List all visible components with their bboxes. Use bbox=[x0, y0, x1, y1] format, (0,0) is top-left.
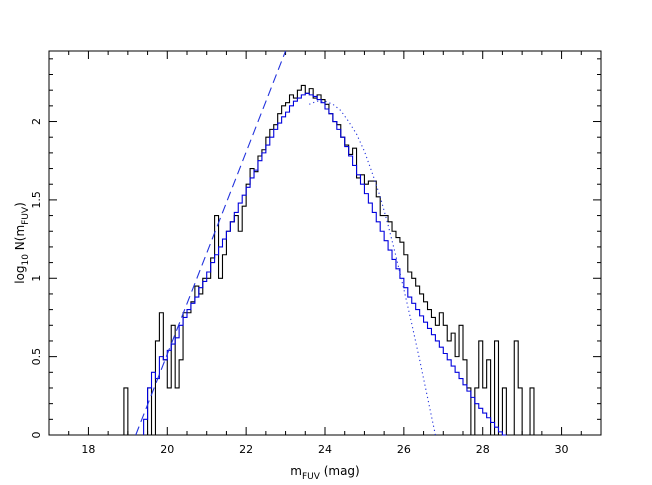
histogram-series-0 bbox=[123, 84, 535, 436]
y-tick-label: 0 bbox=[30, 432, 43, 439]
x-tick-label: 30 bbox=[555, 443, 569, 456]
y-tick-label: 1 bbox=[30, 275, 43, 282]
axis-ticks bbox=[48, 51, 602, 436]
y-tick-label: 0.5 bbox=[30, 348, 43, 366]
x-tick-label: 28 bbox=[476, 443, 490, 456]
x-tick-label: 18 bbox=[81, 443, 95, 456]
histogram-series-1 bbox=[143, 92, 507, 436]
y-tick-label: 1.5 bbox=[30, 191, 43, 209]
y-tick-label: 2 bbox=[30, 118, 43, 125]
x-tick-label: 20 bbox=[160, 443, 174, 456]
dotted-fit-line bbox=[309, 100, 436, 436]
tick-labels: 18 20 22 24 26 28 30 0 0.5 1 1.5 2 bbox=[30, 118, 569, 456]
y-axis-label: log10 N(mFUV) bbox=[13, 202, 31, 284]
dashed-fit-line bbox=[135, 50, 287, 436]
x-axis-label: mFUV (mag) bbox=[290, 464, 359, 482]
x-tick-label: 22 bbox=[239, 443, 253, 456]
x-tick-label: 24 bbox=[318, 443, 332, 456]
x-tick-label: 26 bbox=[397, 443, 411, 456]
series-layer bbox=[123, 50, 535, 436]
